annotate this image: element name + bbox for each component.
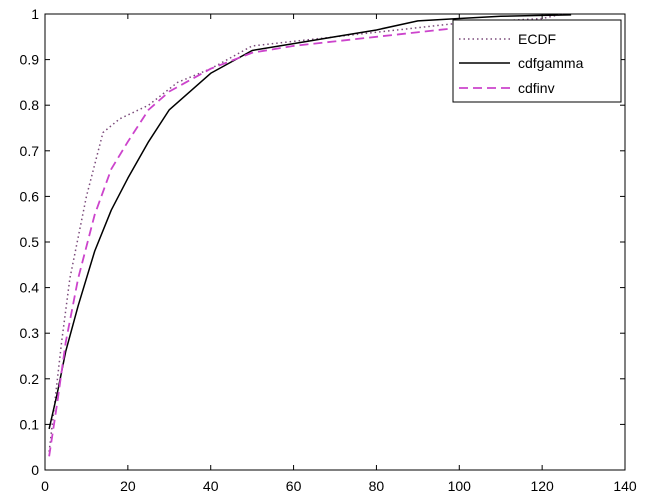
y-tick-label: 0	[31, 462, 39, 478]
x-tick-label: 0	[41, 478, 49, 494]
y-axis-ticks: 0 0.1 0.2 0.3 0.4 0.5 0.6 0.7 0.8 0.9 1	[20, 6, 625, 478]
legend-label-cdfinv: cdfinv	[518, 80, 555, 96]
series-line-cdfgamma	[48, 14, 572, 430]
y-tick-label: 0.7	[20, 143, 40, 159]
x-tick-label: 40	[203, 478, 219, 494]
x-tick-label: 20	[120, 478, 136, 494]
y-tick-label: 0.8	[20, 97, 40, 113]
y-tick-label: 0.6	[20, 188, 40, 204]
y-tick-label: 0.9	[20, 52, 40, 68]
series-line-ecdf	[48, 13, 564, 452]
y-tick-label: 0.3	[20, 325, 40, 341]
x-tick-label: 120	[530, 478, 554, 494]
x-tick-label: 100	[448, 478, 472, 494]
y-tick-label: 0.2	[20, 371, 40, 387]
x-axis-ticks: 0 20 40 60 80 100 120 140	[41, 14, 637, 494]
y-tick-label: 0.4	[20, 280, 40, 296]
x-tick-label: 140	[613, 478, 637, 494]
y-tick-label: 0.5	[20, 234, 40, 250]
legend: ECDF cdfgamma cdfinv	[452, 19, 622, 103]
x-tick-label: 80	[369, 478, 385, 494]
y-tick-label: 0.1	[20, 416, 40, 432]
x-tick-label: 60	[286, 478, 302, 494]
legend-label-ecdf: ECDF	[518, 31, 556, 47]
y-tick-label: 1	[31, 6, 39, 22]
legend-label-cdfgamma: cdfgamma	[518, 55, 584, 71]
